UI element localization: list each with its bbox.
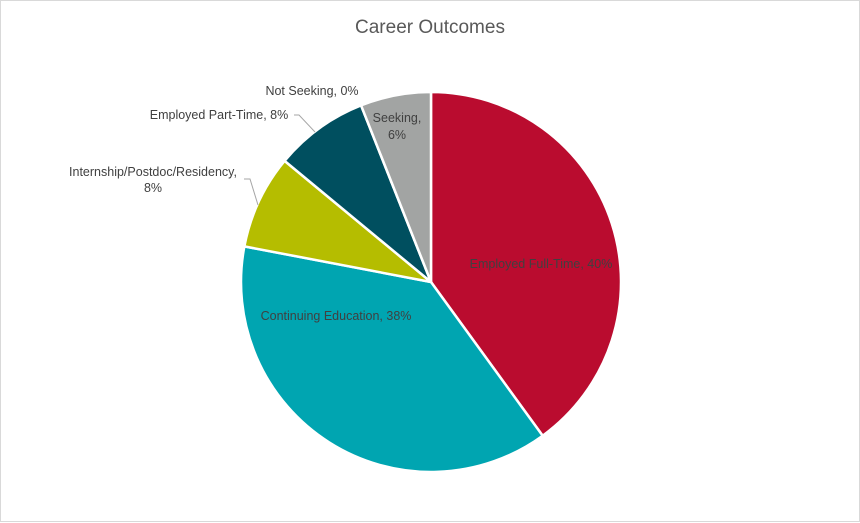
leader-line-internship — [244, 178, 259, 206]
pie-slice-employed-part-time — [283, 104, 433, 284]
label-employed-full-time: Employed Full-Time, 40% — [470, 257, 613, 271]
pie-slice-seeking — [359, 90, 433, 284]
label-continuing-education: Continuing Education, 38% — [261, 309, 412, 323]
chart-title: Career Outcomes — [355, 17, 505, 38]
pie-slices — [239, 90, 623, 474]
label-seeking-line2: 6% — [388, 128, 406, 142]
pie-slice-employed-full-time — [429, 90, 623, 437]
label-internship-line1: Internship/Postdoc/Residency, — [69, 165, 237, 179]
label-employed-part-time: Employed Part-Time, 8% — [150, 108, 288, 122]
label-not-seeking: Not Seeking, 0% — [265, 84, 358, 98]
pie-slice-continuing-education — [239, 245, 544, 474]
label-seeking-line1: Seeking, — [373, 111, 422, 125]
leader-line-part-time — [294, 114, 316, 133]
pie-slice-internship-postdoc-residency — [243, 159, 433, 284]
label-internship-line2: 8% — [144, 181, 162, 195]
